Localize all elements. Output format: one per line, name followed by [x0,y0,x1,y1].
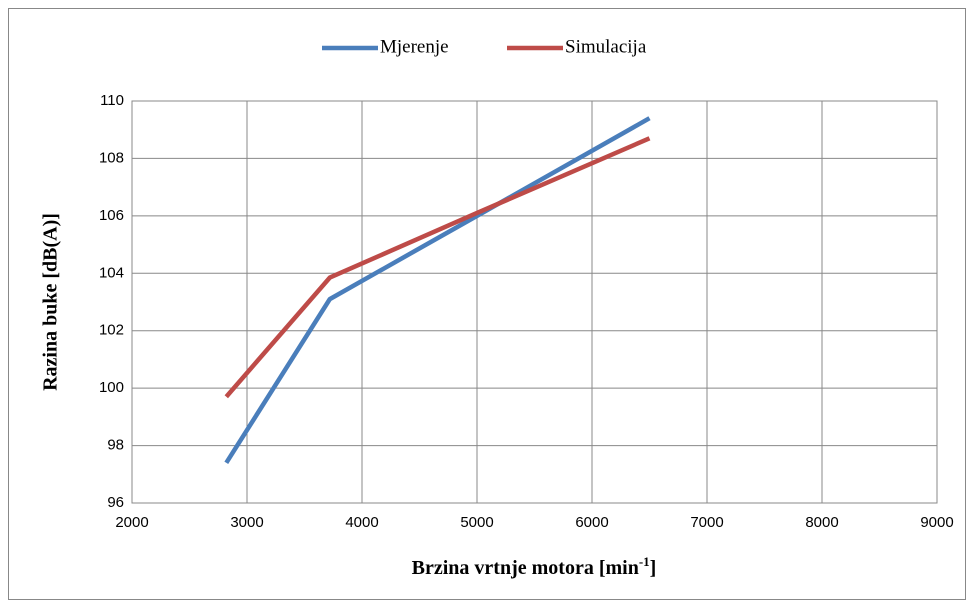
x-axis-label: Brzina vrtnje motora [min-1] [412,554,657,579]
legend-label: Mjerenje [380,36,449,57]
y-tick-label: 96 [107,494,124,511]
x-tick-label: 3000 [230,514,263,531]
y-tick-label: 108 [99,149,124,166]
x-axis-label-text: Brzina vrtnje motora [min [412,557,639,579]
x-tick-label: 6000 [575,514,608,531]
y-tick-label: 104 [99,264,124,281]
x-tick-label: 9000 [920,514,953,531]
legend-label: Simulacija [565,36,647,57]
x-tick-label: 7000 [690,514,723,531]
x-tick-label: 4000 [345,514,378,531]
y-tick-label: 100 [99,379,124,396]
data-line [224,116,651,465]
x-tick-label: 8000 [805,514,838,531]
x-axis-label-sup: -1 [639,554,650,569]
y-tick-label: 98 [107,437,124,454]
plot-frame [131,100,938,504]
x-tick-label: 2000 [115,514,148,531]
chart-border [8,8,966,600]
x-tick-label: 5000 [460,514,493,531]
y-tick-label: 102 [99,322,124,339]
data-line [224,136,651,399]
x-axis-label-suffix: ] [650,557,657,579]
y-axis-label: Razina buke [dB(A)] [40,213,62,391]
y-tick-label: 110 [100,92,124,109]
y-tick-label: 106 [99,207,124,224]
